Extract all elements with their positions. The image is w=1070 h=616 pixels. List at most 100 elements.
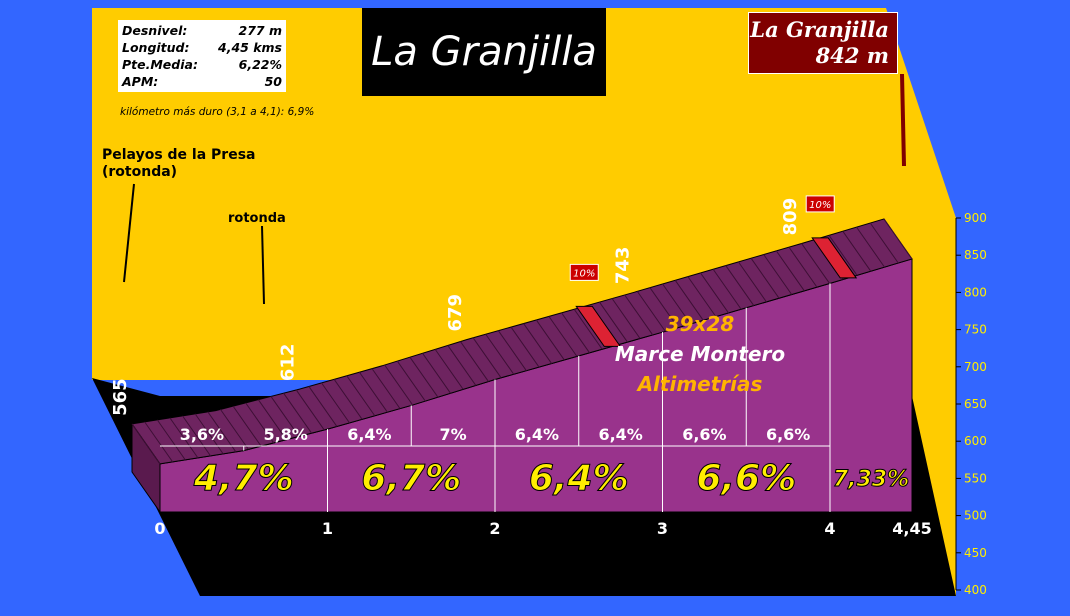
top-surface-rib (447, 345, 477, 386)
start-point-label: Pelayos de la Presa (rotonda) (102, 147, 255, 181)
top-surface-rib (295, 389, 325, 431)
top-surface-rib (169, 417, 199, 459)
y-tick-label: 800 (964, 285, 987, 299)
km-gradient-label: 6,4% (529, 458, 629, 499)
km-gradient-label: 7,33% (833, 467, 909, 492)
steep-section-band (811, 237, 858, 279)
start-name: Pelayos de la Presa (102, 147, 256, 163)
x-tick-label: 1 (322, 519, 333, 538)
x-tick-label: 4,45 (892, 519, 931, 538)
stat-value: 6,22% (238, 57, 282, 72)
altitude-label: 809 (780, 198, 801, 236)
top-surface-rib (232, 405, 262, 447)
top-surface-rib (321, 382, 350, 424)
hardest-km-note: kilómetro más duro (3,1 a 4,1): 6,9% (120, 106, 315, 118)
start-pointer (123, 183, 135, 283)
top-surface-rib (649, 287, 679, 328)
left-wall (92, 8, 130, 380)
top-surface-rib (687, 276, 717, 317)
x-tick-label: 2 (489, 519, 500, 538)
top-surface-rib (788, 246, 818, 288)
top-surface-rib (611, 298, 641, 339)
top-surface-rib (396, 360, 426, 402)
top-surface-rib (737, 261, 767, 303)
top-surface-rib (485, 333, 515, 375)
top-surface-rib (333, 379, 363, 420)
roundabout-label: rotonda (228, 211, 286, 226)
top-surface-rib (371, 368, 401, 409)
y-tick-label: 850 (964, 248, 987, 262)
top-surface-rib (308, 386, 338, 427)
top-surface-rib (156, 419, 186, 461)
top-surface-rib (144, 421, 174, 463)
top-surface-rib (220, 409, 249, 450)
steep-section-badge (569, 263, 599, 281)
top-surface-rib (434, 349, 464, 390)
y-tick-label: 450 (964, 546, 987, 560)
top-surface-rib (194, 413, 224, 455)
half-km-gradient-label: 6,6% (766, 425, 810, 444)
stat-row-elevation-gain: Desnivel: 277 m (122, 22, 282, 39)
author-credit: Marce Montero (614, 342, 786, 366)
top-surface-rib (856, 226, 885, 268)
top-surface-rib (828, 235, 858, 276)
top-surface-rib (674, 280, 704, 321)
top-surface-rib (384, 364, 414, 406)
summit-altitude: 842 m (815, 43, 889, 68)
y-tick-label: 700 (964, 360, 987, 374)
top-surface-rib (182, 415, 211, 457)
stat-row-avg-gradient: Pte.Media: 6,22% (122, 56, 282, 73)
brand-credit: Altimetrías (637, 372, 763, 396)
summit-pointer (900, 73, 906, 167)
top-surface-rib (763, 254, 793, 295)
steep-section-band (575, 305, 622, 347)
stat-value: 4,45 kms (218, 40, 282, 55)
y-tick-label: 550 (964, 471, 987, 485)
steep-section-label: 10% (573, 268, 595, 279)
back-wall (92, 8, 956, 596)
half-km-gradient-label: 7% (440, 425, 467, 444)
top-surface-rib (801, 243, 830, 284)
stat-row-apm: APM: 50 (122, 73, 282, 90)
top-surface-rib (131, 423, 161, 465)
top-surface-rib (283, 392, 313, 434)
y-tick-label: 900 (964, 211, 987, 225)
stat-value: 277 m (238, 23, 282, 38)
top-surface-rib (624, 294, 654, 336)
top-surface-rib (750, 257, 780, 299)
km-gradient-label: 6,6% (696, 458, 796, 499)
top-surface-rib (700, 272, 729, 314)
altitude-label: 679 (445, 294, 466, 332)
top-surface-rib (548, 316, 578, 357)
top-surface-rib (523, 323, 553, 364)
x-tick-label: 3 (657, 519, 668, 538)
steep-section-badge (805, 195, 835, 213)
km-gradient-label: 6,7% (361, 458, 461, 499)
top-surface-rib (573, 308, 603, 350)
top-surface-rib (257, 399, 287, 440)
stat-label: Desnivel: (122, 23, 188, 38)
top-surface-rib (460, 341, 489, 382)
top-surface-rib (358, 371, 388, 413)
top-surface-rib (497, 330, 527, 371)
stat-label: Longitud: (122, 40, 190, 55)
chart-title: La Granjilla (362, 8, 606, 96)
altitude-label: 565 (110, 378, 131, 416)
top-surface-rib (245, 402, 275, 444)
top-surface-rib (869, 222, 899, 264)
stat-label: APM: (122, 74, 159, 89)
top-surface-rib (842, 230, 872, 272)
x-tick-label: 0 (154, 519, 165, 538)
y-tick-label: 750 (964, 323, 987, 337)
summit-name: La Granjilla (750, 17, 889, 42)
half-km-gradient-label: 5,8% (263, 425, 307, 444)
stat-row-length: Longitud: 4,45 kms (122, 39, 282, 56)
roundabout-pointer (261, 225, 265, 305)
top-surface-rib (561, 312, 590, 354)
summit-label: La Granjilla 842 m (748, 12, 898, 74)
top-surface-rib (409, 356, 439, 398)
top-surface-rib (725, 265, 755, 306)
km-gradient-label: 4,7% (193, 458, 294, 499)
